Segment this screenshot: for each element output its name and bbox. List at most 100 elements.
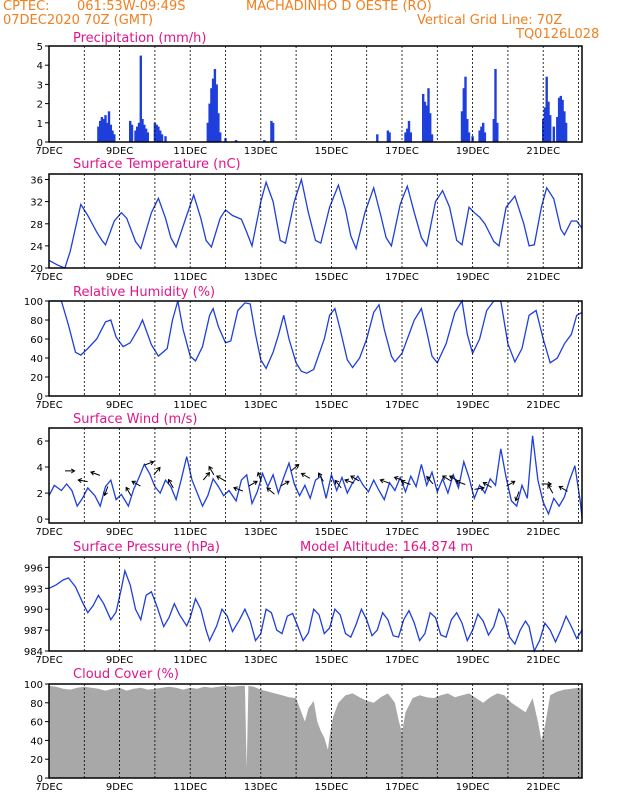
precipitation-bar (130, 124, 134, 142)
y-tick-label: 60 (30, 335, 43, 346)
precipitation-bar (234, 140, 238, 142)
x-tick-label: 11DEC (173, 146, 207, 157)
y-tick-label: 996 (24, 563, 43, 574)
precipitation-bar (561, 99, 564, 142)
precipitation-bar (160, 134, 164, 142)
x-tick-label: 21DEC (526, 782, 560, 793)
location-label: MACHADINHO D OESTE (RO) (246, 0, 432, 14)
y-tick-label: 0 (37, 515, 43, 526)
precipitation-bar (409, 132, 412, 142)
precipitation-bar (545, 76, 548, 142)
precipitation-bar (552, 126, 555, 142)
precipitation-bar (462, 88, 465, 142)
precipitation-bar (404, 132, 407, 142)
y-tick-label: 0 (37, 138, 43, 149)
y-tick-label: 40 (30, 354, 43, 365)
y-tick-label: 20 (30, 373, 43, 384)
wind-direction-arrow (482, 482, 492, 488)
y-tick-label: 987 (24, 626, 43, 637)
pressure-line (48, 568, 583, 653)
x-tick-label: 9DEC (106, 782, 133, 793)
precipitation-bar (99, 120, 102, 142)
x-tick-label: 15DEC (315, 782, 349, 793)
precipitation-bar (215, 84, 218, 142)
wind-direction-arrow (426, 475, 434, 485)
precipitation-bar (467, 132, 471, 142)
precipitation-bar (388, 132, 391, 142)
wind-direction-arrow (334, 479, 342, 489)
y-tick-label: 60 (30, 718, 43, 729)
wind-panel: Surface Wind (m/s) 0 2 4 6 7DEC 9DEC 11DEC 13DE… (35, 412, 583, 538)
y-tick-label: 4 (37, 463, 43, 474)
y-tick-label: 36 (30, 176, 43, 187)
wind-direction-arrow (65, 468, 76, 474)
run-date-label: 07DEC2020 70Z (GMT) (3, 13, 154, 28)
precipitation-bar (460, 111, 464, 142)
precipitation-bar (406, 128, 409, 142)
wind-direction-arrow (131, 480, 141, 487)
x-tick-label: 17DEC (385, 655, 419, 666)
precipitation-bar (129, 120, 132, 142)
precipitation-bar (213, 69, 217, 142)
wind-direction-arrow (300, 472, 311, 479)
source-label: CPTEC: (3, 0, 50, 14)
wind-direction-arrow (280, 480, 290, 487)
x-tick-label: 21DEC (526, 527, 560, 538)
x-tick-label: 21DEC (526, 655, 560, 666)
grid-line-label: Vertical Grid Line: 70Z (417, 13, 563, 28)
x-tick-label: 7DEC (35, 146, 62, 157)
x-tick-label: 15DEC (315, 272, 349, 283)
precipitation-bar (466, 119, 469, 142)
x-tick-label: 17DEC (385, 782, 419, 793)
precipitation-bar (141, 119, 144, 142)
precipitation-bar (271, 122, 275, 142)
wind-direction-arrow (474, 485, 485, 491)
wind-direction-arrow (379, 478, 390, 484)
x-tick-label: 11DEC (173, 272, 207, 283)
wind-direction-arrow (318, 472, 324, 482)
wind-frame (48, 427, 583, 524)
precipitation-bar (111, 130, 114, 142)
wind-direction-arrow (441, 475, 452, 482)
precipitation-bar (206, 122, 209, 142)
precipitation-bar (100, 117, 104, 142)
chart-header: CPTEC: 061:53W-09:49S MACHADINHO D OESTE… (0, 0, 618, 46)
precipitation-bar (211, 78, 215, 142)
temperature-line (48, 176, 583, 269)
precipitation-bar (492, 119, 495, 142)
y-tick-label: 2 (37, 489, 43, 500)
y-tick-label: 5 (37, 42, 43, 53)
x-tick-label: 13DEC (244, 146, 278, 157)
y-tick-label: 993 (24, 584, 43, 595)
x-tick-label: 15DEC (315, 527, 349, 538)
humidity-frame (48, 300, 583, 397)
precipitation-bar (478, 130, 481, 142)
x-tick-label: 9DEC (106, 655, 133, 666)
precipitation-bar (159, 130, 162, 142)
wind-direction-arrow (77, 478, 88, 483)
x-tick-label: 11DEC (173, 527, 207, 538)
wind-direction-arrow (514, 491, 520, 502)
x-tick-label: 21DEC (526, 400, 560, 411)
cloud-panel: Cloud Cover (%) 0 20 40 60 80 100 7DEC 9DEC 11DE… (24, 667, 583, 793)
precipitation-bar (263, 140, 266, 142)
y-tick-label: 4 (37, 61, 43, 72)
wind-direction-arrow (350, 475, 360, 482)
wind-direction-arrow (215, 475, 226, 482)
x-tick-label: 7DEC (35, 782, 62, 793)
precipitation-title: Precipitation (mm/h) (73, 31, 206, 46)
wind-direction-arrow (248, 480, 258, 487)
precipitation-bar (224, 138, 227, 142)
wind-direction-arrow (448, 475, 459, 482)
precipitation-bar (97, 126, 100, 142)
y-tick-label: 984 (24, 647, 43, 658)
precipitation-bar (556, 117, 559, 142)
x-tick-label: 7DEC (35, 655, 62, 666)
precipitation-bar (464, 76, 467, 142)
humidity-title: Relative Humidity (%) (73, 285, 215, 300)
x-tick-label: 19DEC (456, 527, 490, 538)
wind-direction-arrow (266, 487, 275, 495)
y-tick-label: 100 (24, 680, 43, 691)
precipitation-bar (483, 132, 487, 142)
